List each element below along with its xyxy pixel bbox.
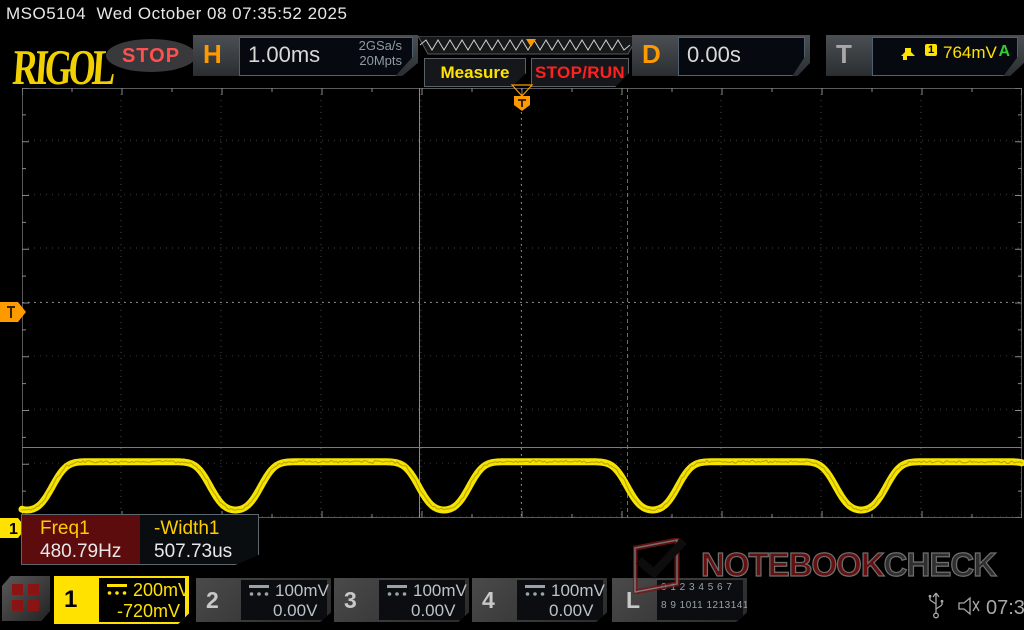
svg-text:1: 1 (9, 521, 18, 538)
